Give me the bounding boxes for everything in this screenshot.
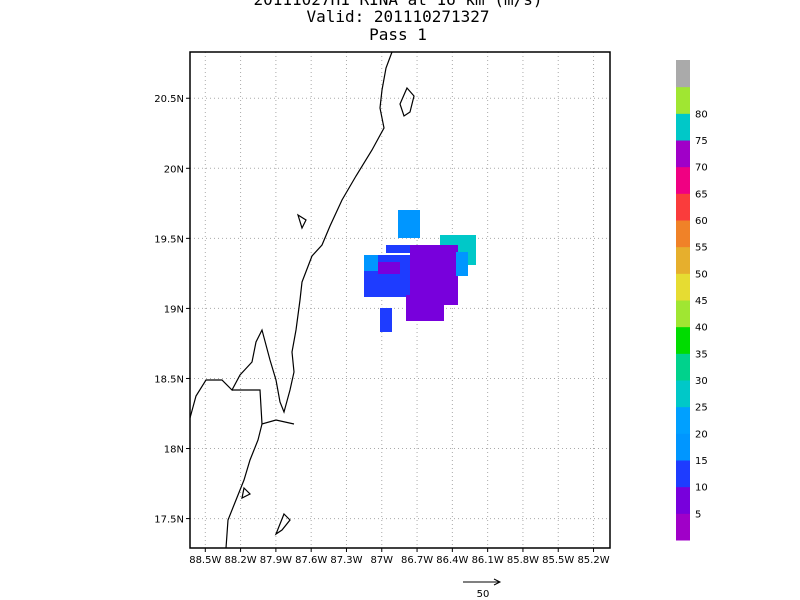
colorbar-label: 70 [695, 163, 708, 174]
colorbar-segment [676, 300, 690, 328]
colorbar-label: 30 [695, 376, 708, 387]
colorbar-segment [676, 460, 690, 488]
y-tick-label: 20N [164, 164, 184, 175]
grid [190, 52, 610, 548]
colorbar-label: 50 [695, 269, 708, 280]
colorbar: 5 10 15 20 25 30 35 40 45 50 55 60 65 70 75 80 [676, 60, 708, 541]
subtitle: Valid: 201110271327 [306, 7, 489, 26]
colorbar-segment [676, 140, 690, 168]
colorbar-label: 5 [695, 509, 701, 520]
coastline [189, 51, 415, 549]
y-tick-label: 19N [164, 304, 184, 315]
colorbar-label: 65 [695, 189, 708, 200]
colorbar-segment [676, 113, 690, 141]
colorbar-segment [676, 166, 690, 194]
y-tick-label: 18N [164, 445, 184, 456]
colorbar-label: 55 [695, 243, 708, 254]
y-tick-label: 20.5N [154, 94, 184, 105]
y-tick-label: 18.5N [154, 374, 184, 385]
y-tick-label: 17.5N [154, 515, 184, 526]
colorbar-label: 20 [695, 429, 708, 440]
title: 20111027H1 RINA at 16 km (m/s) [254, 0, 543, 9]
colorbar-segment [676, 220, 690, 248]
colorbar-segment [676, 380, 690, 408]
colorbar-segment [676, 326, 690, 354]
colorbar-segment [676, 193, 690, 221]
x-tick-label: 87W [370, 555, 393, 566]
reference-arrow-head [493, 578, 502, 586]
colorbar-segment [676, 86, 690, 114]
colorbar-label: 25 [695, 403, 708, 414]
colorbar-label: 45 [695, 296, 708, 307]
x-tick-label: 88.2W [225, 555, 257, 566]
colorbar-segment [676, 486, 690, 514]
x-tick-label: 86.4W [436, 555, 468, 566]
colorbar-label: 60 [695, 216, 708, 227]
x-tick-label: 87.9W [260, 555, 292, 566]
colorbar-label: 10 [695, 483, 708, 494]
colorbar-label: 80 [695, 109, 708, 120]
colorbar-segment [676, 406, 690, 434]
colorbar-segment [676, 513, 690, 541]
x-tick-label: 87.3W [330, 555, 362, 566]
x-tick-label: 85.5W [542, 555, 574, 566]
colorbar-segment [676, 353, 690, 381]
reference-label: 50 [477, 589, 490, 600]
x-tick-label: 86.7W [401, 555, 433, 566]
pass: Pass 1 [369, 25, 427, 44]
colorbar-segment [676, 60, 690, 88]
y-tick-label: 19.5N [154, 234, 184, 245]
x-tick-label: 85.2W [577, 555, 609, 566]
colorbar-label: 40 [695, 323, 708, 334]
map-frame [189, 51, 611, 549]
x-tick-label: 86.1W [472, 555, 504, 566]
x-tick-label: 87.6W [295, 555, 327, 566]
colorbar-segment [676, 433, 690, 461]
colorbar-segment [676, 246, 690, 274]
x-tick-label: 85.8W [507, 555, 539, 566]
colorbar-label: 35 [695, 349, 708, 360]
x-tick-label: 88.5W [189, 555, 221, 566]
colorbar-segment [676, 273, 690, 301]
colorbar-label: 75 [695, 136, 708, 147]
wind-field [364, 210, 476, 332]
colorbar-label: 15 [695, 456, 708, 467]
